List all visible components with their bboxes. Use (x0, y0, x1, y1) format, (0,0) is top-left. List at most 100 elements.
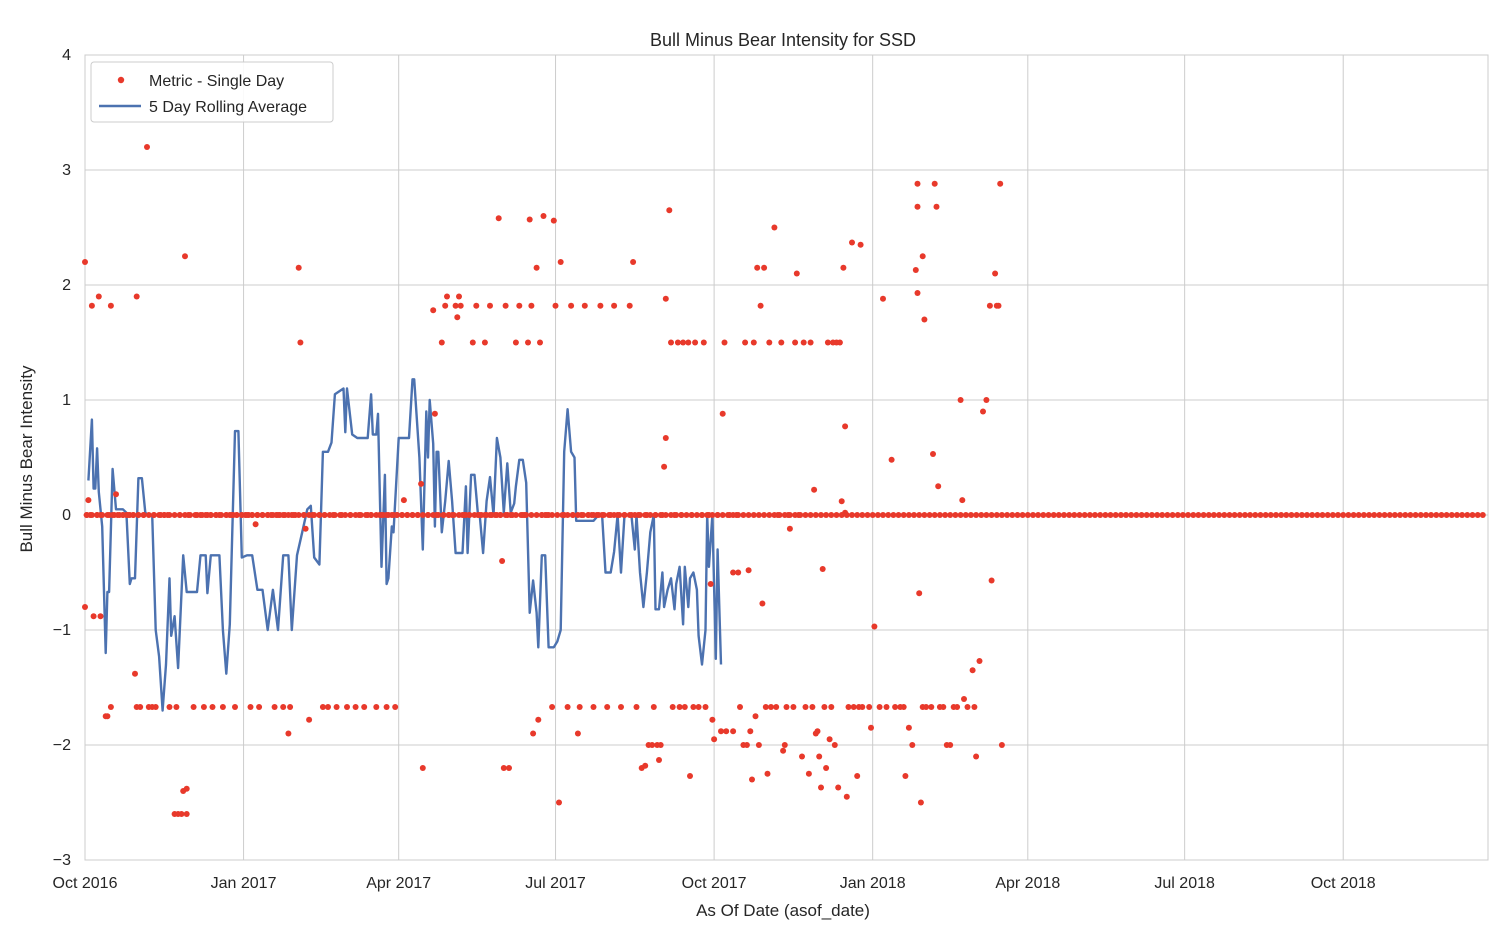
single-day-point (786, 525, 793, 532)
single-day-point (687, 773, 693, 779)
single-day-point (952, 512, 959, 518)
single-day-point (133, 293, 140, 300)
single-day-point (1169, 512, 1176, 518)
single-day-point (182, 253, 188, 260)
single-day-point (1324, 512, 1331, 518)
single-day-point (1035, 512, 1042, 518)
single-day-point (232, 704, 238, 710)
single-day-point (1293, 512, 1300, 518)
single-day-point (1443, 512, 1450, 518)
single-day-point (264, 512, 271, 518)
single-day-point (986, 302, 993, 309)
single-day-point (992, 270, 999, 277)
single-day-point (1428, 512, 1435, 518)
single-day-point (99, 512, 106, 518)
single-day-point (238, 512, 245, 518)
single-day-point (352, 512, 359, 518)
single-day-point (1402, 512, 1409, 518)
single-day-point (454, 314, 461, 321)
single-day-point (1448, 512, 1455, 518)
y-tick-label: 1 (62, 392, 71, 409)
single-day-point (709, 716, 716, 723)
single-day-point (749, 776, 755, 783)
single-day-point (1128, 512, 1135, 518)
single-day-point (764, 770, 771, 777)
single-day-point (737, 704, 743, 710)
single-day-point (1360, 512, 1367, 518)
single-day-point (585, 512, 592, 518)
single-day-point (107, 704, 114, 710)
single-day-point (1143, 512, 1150, 518)
single-day-point (759, 600, 766, 607)
y-tick-label: 2 (62, 277, 71, 294)
single-day-point (88, 512, 95, 518)
single-day-point (533, 264, 540, 271)
single-day-point (718, 728, 724, 735)
single-day-point (812, 512, 819, 518)
single-day-point (435, 512, 442, 518)
single-day-point (161, 512, 168, 518)
tick-labels: Oct 2016 Jan 2017 Apr 2017 Jul 2017 Oct 2017… (53, 47, 1376, 892)
single-day-points-layer (82, 144, 1486, 817)
single-day-point (1391, 512, 1398, 518)
single-day-point (661, 463, 668, 470)
single-day-point (1319, 512, 1326, 518)
single-day-point (400, 497, 407, 504)
single-day-point (481, 339, 488, 346)
single-day-point (902, 773, 909, 779)
single-day-point (912, 267, 919, 273)
single-day-point (269, 512, 276, 518)
single-day-point (921, 512, 928, 518)
single-day-point (554, 512, 561, 518)
single-day-point (730, 569, 737, 576)
single-day-point (662, 512, 669, 518)
single-day-point (368, 512, 375, 518)
single-day-point (730, 512, 737, 518)
single-day-point (931, 180, 938, 187)
single-day-point (1407, 512, 1414, 518)
single-day-point (947, 512, 954, 518)
single-day-point (156, 512, 163, 518)
single-day-point (747, 728, 754, 735)
single-day-point (700, 339, 707, 346)
single-day-point (993, 512, 1000, 518)
single-day-point (502, 512, 509, 518)
single-day-point (1055, 512, 1062, 518)
single-day-point (792, 339, 799, 346)
single-day-point (883, 704, 890, 710)
single-day-point (755, 742, 762, 748)
single-day-point (362, 512, 369, 518)
single-day-point (688, 512, 695, 518)
single-day-point (82, 604, 88, 610)
single-day-point (1009, 512, 1016, 518)
single-day-point (1438, 512, 1445, 518)
single-day-point (930, 451, 936, 457)
single-day-point (150, 512, 157, 518)
single-day-point (693, 512, 700, 518)
single-day-point (778, 339, 785, 346)
single-day-point (683, 512, 690, 518)
single-day-point (95, 293, 102, 300)
single-day-point (928, 704, 935, 710)
single-day-point (1242, 512, 1248, 518)
single-day-point (171, 512, 178, 518)
single-day-point (144, 144, 150, 150)
single-day-point (742, 339, 749, 346)
single-day-point (302, 525, 309, 532)
x-tick-label: Oct 2018 (1311, 875, 1376, 892)
single-day-point (569, 512, 576, 518)
single-day-point (709, 512, 716, 518)
single-day-point (998, 742, 1005, 748)
single-day-point (97, 613, 104, 620)
single-day-point (823, 765, 830, 771)
x-tick-label: Jan 2017 (211, 875, 277, 892)
single-day-point (425, 512, 431, 518)
single-day-point (228, 512, 235, 518)
single-day-point (574, 730, 581, 737)
single-day-point (1366, 512, 1373, 518)
single-day-point (995, 302, 1002, 309)
single-day-point (611, 512, 618, 518)
single-day-point (790, 704, 797, 710)
single-day-point (674, 339, 681, 346)
